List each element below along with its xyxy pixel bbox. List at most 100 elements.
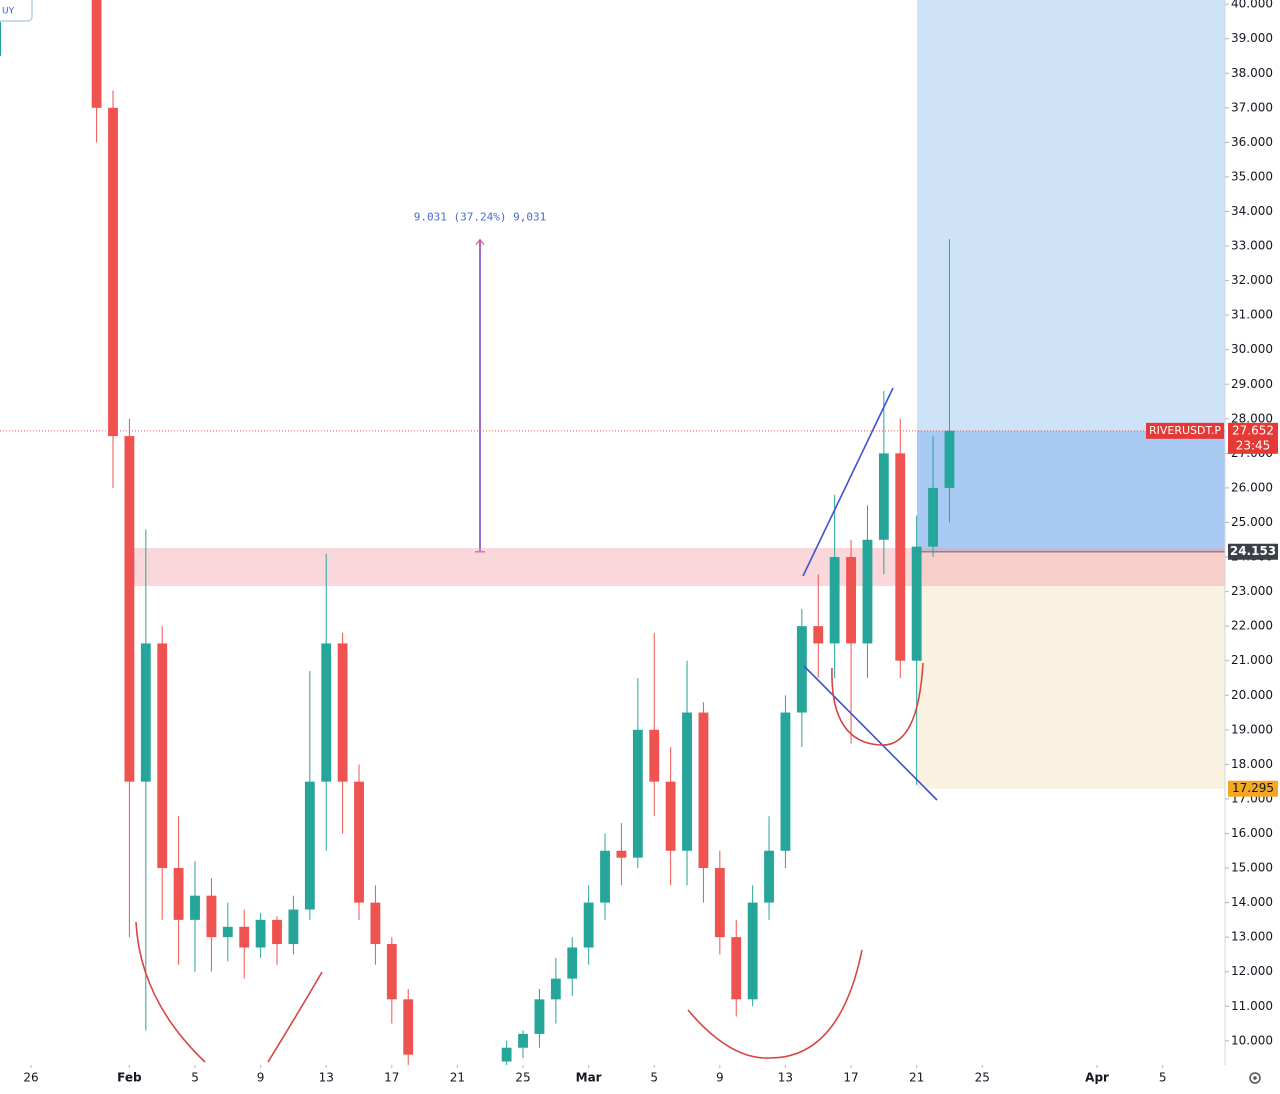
candle-body xyxy=(567,947,578,979)
x-tick-label: 9 xyxy=(257,1071,265,1085)
y-tick-label: 26.000 xyxy=(1231,480,1273,494)
y-tick-label: 21.000 xyxy=(1231,653,1273,667)
x-tick-label: 5 xyxy=(1159,1071,1167,1085)
candle-body xyxy=(600,850,610,903)
symbol-badge xyxy=(1146,422,1224,439)
trendline xyxy=(803,665,938,801)
candle-body xyxy=(386,944,397,1000)
supply-zone xyxy=(130,548,1225,586)
candle-body xyxy=(108,107,118,437)
x-tick-label: 17 xyxy=(843,1071,858,1085)
y-tick-label: 36.000 xyxy=(1231,135,1273,149)
entry-label: 24.153 xyxy=(1230,544,1276,558)
open-profit xyxy=(917,430,1225,552)
y-tick-label: 28.000 xyxy=(1231,411,1273,425)
curve xyxy=(267,971,323,1063)
y-tick-label: 38.000 xyxy=(1231,66,1273,80)
y-tick-label: 23.000 xyxy=(1231,584,1273,598)
stop-badge xyxy=(1228,780,1278,797)
settings-icon[interactable] xyxy=(1249,1072,1261,1084)
candle-body xyxy=(518,1033,528,1048)
y-tick-label: 13.000 xyxy=(1231,930,1273,944)
curve xyxy=(135,921,206,1063)
candle-body xyxy=(813,626,824,644)
y-tick-label: 22.000 xyxy=(1231,619,1273,633)
candle-body xyxy=(682,712,692,851)
y-tick-label: 31.000 xyxy=(1231,308,1273,322)
candle-body xyxy=(583,902,594,948)
candle-body xyxy=(501,1047,512,1062)
y-tick-label: 35.000 xyxy=(1231,169,1273,183)
measure-label: 9.031 (37.24%) 9,031 xyxy=(414,211,546,224)
curve xyxy=(831,662,924,746)
y-tick-label: 19.000 xyxy=(1231,722,1273,736)
y-tick-label: 34.000 xyxy=(1231,204,1273,218)
drawings xyxy=(135,387,938,1063)
x-tick-label: 26 xyxy=(23,1071,38,1085)
entry-badge xyxy=(1228,543,1278,560)
candle-body xyxy=(747,902,758,1000)
candle-body xyxy=(764,850,774,903)
y-tick-label: 16.000 xyxy=(1231,826,1273,840)
candle-body xyxy=(370,902,381,945)
y-tick-label: 15.000 xyxy=(1231,861,1273,875)
y-tick-label: 40.000 xyxy=(1231,0,1273,11)
candle-body xyxy=(616,850,627,858)
candle-body xyxy=(649,729,660,782)
x-tick-label: 17 xyxy=(384,1071,399,1085)
y-tick-label: 10.000 xyxy=(1231,1033,1273,1047)
x-tick-label: Mar xyxy=(576,1071,602,1085)
candle-body xyxy=(304,781,315,910)
candle-body xyxy=(928,487,938,547)
candle-body xyxy=(272,919,282,945)
candle-body xyxy=(911,546,922,661)
candle-body xyxy=(534,999,545,1034)
candle-body xyxy=(403,999,414,1055)
candle-body xyxy=(846,557,856,644)
candle-body xyxy=(173,868,184,920)
y-tick-label: 12.000 xyxy=(1231,964,1273,978)
legend-text: UY xyxy=(2,7,15,17)
candle-body xyxy=(239,926,250,948)
legend-box xyxy=(0,0,33,22)
x-tick-label: 21 xyxy=(450,1071,465,1085)
measure-arrow xyxy=(475,238,485,246)
candle-body xyxy=(337,643,348,782)
candle-body xyxy=(780,712,791,851)
x-tick-label: Apr xyxy=(1085,1071,1109,1085)
x-tick-label: 5 xyxy=(650,1071,658,1085)
candle-body xyxy=(829,557,840,644)
candle-body xyxy=(944,430,955,488)
y-tick-label: 39.000 xyxy=(1231,31,1273,45)
x-tick-label: Feb xyxy=(117,1071,142,1085)
last-price-label: 27.652 xyxy=(1232,423,1274,437)
y-tick-label: 37.000 xyxy=(1231,100,1273,114)
candle-body xyxy=(124,436,135,782)
y-tick-label: 25.000 xyxy=(1231,515,1273,529)
candle-body xyxy=(796,626,807,713)
candle-body xyxy=(157,643,168,869)
curve xyxy=(687,949,863,1059)
candle-body xyxy=(862,539,873,644)
candle-body xyxy=(714,868,725,938)
time-axis xyxy=(0,1065,1225,1090)
candle-body xyxy=(878,453,889,540)
x-tick-label: 21 xyxy=(909,1071,924,1085)
candle-body xyxy=(698,712,709,869)
symbol-label: RIVERUSDT.P xyxy=(1149,424,1221,437)
y-tick-label: 18.000 xyxy=(1231,757,1273,771)
candle-body xyxy=(665,781,676,851)
candle-body xyxy=(140,643,151,782)
y-tick-label: 33.000 xyxy=(1231,239,1273,253)
x-tick-label: 25 xyxy=(515,1071,530,1085)
y-tick-label: 20.000 xyxy=(1231,688,1273,702)
candle-body xyxy=(354,781,364,903)
candle-body xyxy=(288,909,299,945)
y-tick-label: 14.000 xyxy=(1231,895,1273,909)
candle-body xyxy=(731,937,742,1000)
x-tick-label: 13 xyxy=(319,1071,334,1085)
y-tick-label: 32.000 xyxy=(1231,273,1273,287)
last-price-badge xyxy=(1228,422,1278,454)
